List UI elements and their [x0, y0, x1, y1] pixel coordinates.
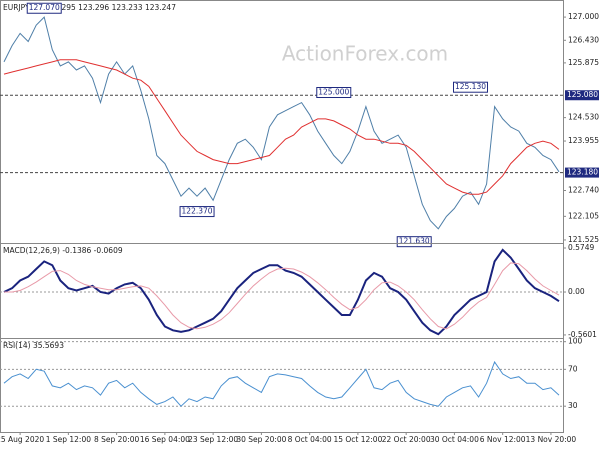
y-tick-label: 122.740	[568, 185, 599, 194]
y-tick-label: 125.875	[568, 58, 599, 67]
annotation-label: 127.070	[29, 3, 60, 12]
annotation-box	[316, 87, 352, 99]
x-tick-label: 1 Sep 12:00	[46, 435, 92, 444]
level-box	[565, 167, 599, 178]
x-tick-label: 15 Oct 12:00	[333, 435, 382, 444]
panel-frame	[0, 243, 564, 339]
level-label: 123.180	[567, 168, 598, 177]
y-tick-label: 122.105	[568, 211, 599, 220]
x-tick-label: 8 Sep 20:00	[94, 435, 140, 444]
y-tick-label: 0.00	[568, 287, 585, 296]
y-tick-label: 0.5749	[568, 243, 594, 252]
y-tick-label: 121.525	[568, 235, 599, 244]
level-label: 125.080	[567, 90, 598, 99]
annotation-label: 122.370	[182, 207, 213, 216]
series-line	[3, 16, 560, 230]
x-tick-label: 30 Sep 20:00	[236, 435, 286, 444]
y-tick-label: 123.955	[568, 136, 599, 145]
x-tick-label: 23 Sep 12:00	[188, 435, 238, 444]
y-tick-label: -0.5601	[568, 330, 597, 339]
x-tick-label: 13 Nov 20:00	[526, 435, 577, 444]
y-tick-label: 124.530	[568, 113, 599, 122]
annotation-box	[453, 81, 489, 93]
watermark: ActionForex.com	[282, 42, 448, 66]
annotation-box	[179, 206, 215, 218]
panel-title: MACD(12,26,9) -0.1386 -0.0609	[3, 246, 123, 255]
series-line	[3, 59, 560, 195]
panel-title: EURJPY,H4 123.295 123.296 123.233 123.24…	[3, 3, 176, 12]
x-tick-label: 25 Aug 2020	[0, 435, 44, 444]
series-line	[4, 262, 560, 330]
x-tick-label: 16 Sep 04:00	[140, 435, 190, 444]
y-tick-label: 30	[568, 401, 578, 410]
y-tick-label: 126.430	[568, 35, 599, 44]
panel-frame	[0, 338, 564, 433]
panel-frame	[0, 0, 564, 244]
panel-title: RSI(14) 35.5693	[3, 341, 64, 350]
annotation-box	[26, 2, 62, 14]
y-tick-label: 100	[568, 337, 583, 346]
x-tick-label: 22 Oct 20:00	[382, 435, 431, 444]
series-line	[3, 360, 560, 407]
x-tick-label: 6 Nov 12:00	[480, 435, 526, 444]
y-tick-label: 127.000	[568, 12, 599, 21]
annotation-label: 121.630	[399, 237, 430, 246]
x-tick-label: 8 Oct 04:00	[288, 435, 332, 444]
series-line	[3, 248, 560, 336]
annotation-label: 125.000	[318, 88, 349, 97]
x-tick-label: 30 Oct 04:00	[430, 435, 479, 444]
annotation-label: 125.130	[455, 82, 486, 91]
level-box	[565, 90, 599, 101]
y-tick-label: 70	[568, 364, 578, 373]
annotation-box	[396, 236, 432, 248]
